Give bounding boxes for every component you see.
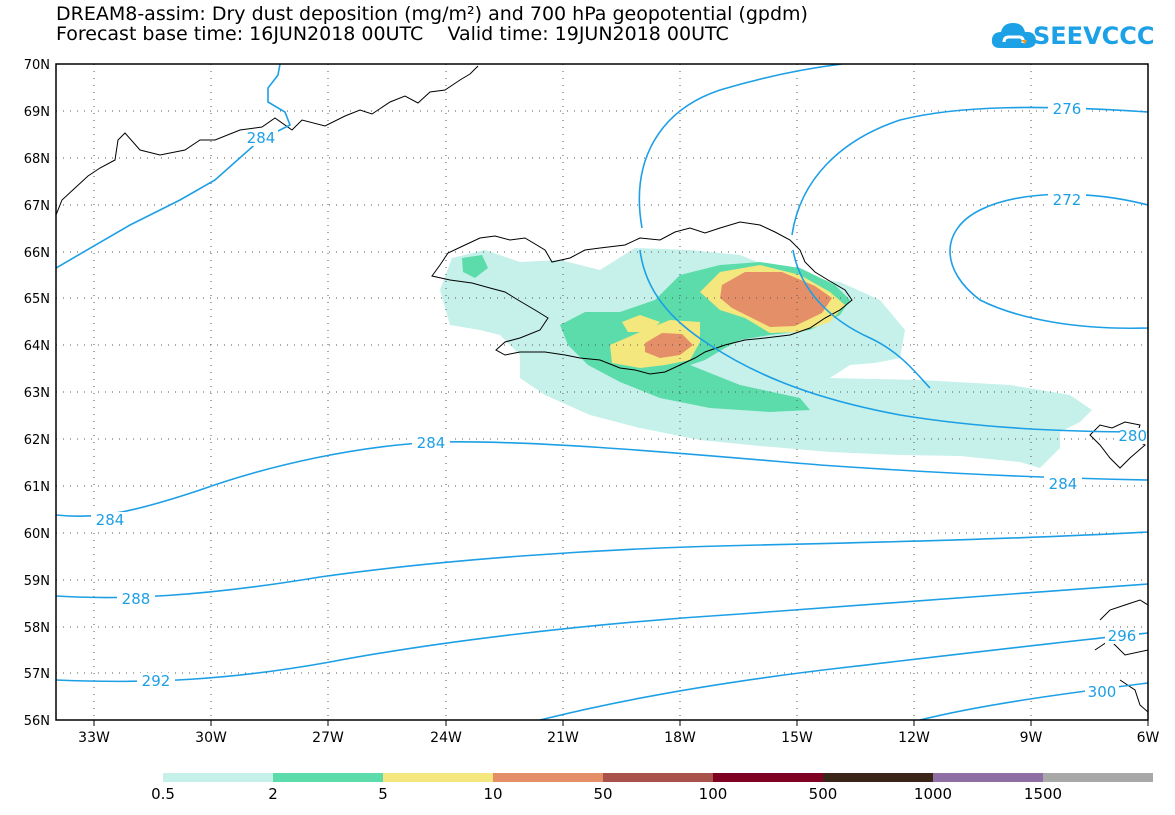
colorbar-segment	[603, 773, 713, 782]
lat-label: 66N	[24, 246, 50, 261]
colorbar-label: 1500	[1024, 785, 1062, 803]
colorbar-segment	[1043, 773, 1153, 782]
lon-label: 30W	[195, 730, 227, 746]
lon-label: 18W	[664, 730, 696, 746]
contour-label: 300	[1088, 683, 1117, 701]
lat-label: 63N	[24, 386, 50, 401]
lat-label: 64N	[24, 339, 50, 354]
lon-label: 12W	[898, 730, 930, 746]
latitude-labels: 70N 69N 68N 67N 66N 65N 64N 63N 62N 61N …	[24, 58, 50, 729]
contour-296	[539, 632, 1148, 720]
colorbar-label: 50	[593, 785, 612, 803]
colorbar-label: 1000	[914, 785, 952, 803]
geopotential-contours	[56, 64, 1148, 720]
lat-label: 69N	[24, 105, 50, 120]
colorbar-label: 0.5	[151, 785, 175, 803]
contour-label: 288	[122, 590, 151, 608]
contour-276	[638, 64, 843, 229]
axis-ticks	[93, 720, 1149, 726]
longitude-labels: 33W 30W 27W 24W 21W 18W 15W 12W 9W 6W	[78, 730, 1159, 746]
lat-label: 56N	[24, 714, 50, 729]
valid-time: Valid time: 19JUN2018 00UTC	[447, 23, 729, 45]
contour-292	[56, 583, 1148, 683]
colorbar-segment	[713, 773, 823, 782]
colorbar: 0.5 2 5 10 50 100 500 1000 1500	[151, 773, 1153, 803]
contour-284	[56, 441, 1148, 518]
map-frame	[55, 63, 1149, 721]
logo-text: SEEVCCC	[1033, 22, 1155, 50]
colorbar-segment	[163, 773, 273, 782]
dust-area-10-b	[720, 272, 832, 327]
colorbar-label: 500	[809, 785, 838, 803]
lat-label: 58N	[24, 621, 50, 636]
lon-label: 15W	[781, 730, 813, 746]
dust-area-2-west	[462, 255, 488, 278]
lat-label: 68N	[24, 152, 50, 167]
colorbar-label: 2	[268, 785, 278, 803]
graticule	[56, 64, 1148, 720]
lon-label: 24W	[430, 730, 462, 746]
map-title: DREAM8-assim: Dry dust deposition (mg/m²…	[56, 3, 808, 25]
cloud-icon	[991, 23, 1036, 48]
lon-label: 9W	[1020, 730, 1043, 746]
greenland-coast	[56, 65, 479, 216]
contour-288	[56, 531, 1148, 599]
contour-label: 284	[1049, 475, 1078, 493]
map-subtitle: Forecast base time: 16JUN2018 00UTC Vali…	[56, 24, 729, 44]
colorbar-label: 10	[483, 785, 502, 803]
lat-label: 70N	[24, 58, 50, 73]
lon-label: 6W	[1137, 730, 1160, 746]
contour-label: 284	[247, 129, 276, 147]
lat-label: 57N	[24, 667, 50, 682]
lat-label: 59N	[24, 574, 50, 589]
lat-label: 61N	[24, 480, 50, 495]
contour-label: 276	[1053, 100, 1082, 118]
colorbar-segment	[933, 773, 1043, 782]
colorbar-segment	[823, 773, 933, 782]
dust-area-0.5	[440, 248, 1092, 468]
colorbar-segment	[383, 773, 493, 782]
lat-label: 60N	[24, 527, 50, 542]
contour-276-loop	[792, 249, 931, 389]
colorbar-label: 5	[378, 785, 388, 803]
dust-area-5-b	[622, 315, 660, 332]
contour-label: 272	[1053, 191, 1082, 209]
seevccc-logo: SEEVCCC	[990, 16, 1155, 56]
contour-284-nw	[56, 64, 292, 269]
lon-label: 33W	[78, 730, 110, 746]
iceland-coast	[431, 221, 853, 375]
contour-280	[639, 249, 1148, 433]
contour-272	[949, 193, 1148, 330]
dust-deposition-shading	[440, 248, 1092, 468]
contour-label: 296	[1108, 627, 1137, 645]
lon-label: 21W	[547, 730, 579, 746]
lat-label: 67N	[24, 199, 50, 214]
contour-label: 284	[96, 511, 125, 529]
lat-label: 62N	[24, 433, 50, 448]
contour-label: 284	[417, 434, 446, 452]
dust-area-10-a	[645, 333, 693, 358]
contour-labels: 284 276 272 284 284 284 288 292 296 300 …	[91, 100, 1147, 701]
contour-label: 280	[1118, 427, 1147, 445]
lat-label: 65N	[24, 292, 50, 307]
contour-label: 292	[142, 672, 171, 690]
lon-label: 27W	[312, 730, 344, 746]
colorbar-segment	[493, 773, 603, 782]
colorbar-label: 100	[699, 785, 728, 803]
colorbar-segment	[273, 773, 383, 782]
forecast-base-time: Forecast base time: 16JUN2018 00UTC	[56, 23, 424, 45]
